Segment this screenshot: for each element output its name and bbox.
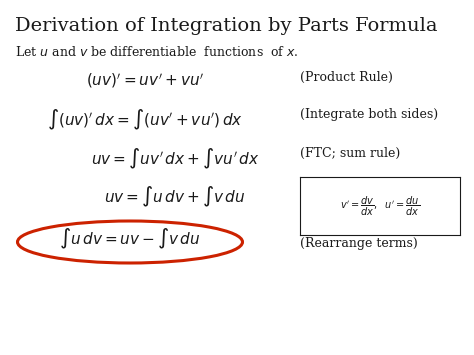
Text: Derivation of Integration by Parts Formula: Derivation of Integration by Parts Formu…: [15, 17, 438, 35]
Text: (Rearrange terms): (Rearrange terms): [300, 237, 418, 250]
Text: (Integrate both sides): (Integrate both sides): [300, 108, 438, 121]
Text: (FTC; sum rule): (FTC; sum rule): [300, 147, 400, 160]
Text: (Product Rule): (Product Rule): [300, 71, 393, 84]
Text: $\int u\,dv = uv - \int v\,du$: $\int u\,dv = uv - \int v\,du$: [59, 227, 201, 251]
Text: Let $u$ and $v$ be differentiable  functions  of $x$.: Let $u$ and $v$ be differentiable functi…: [15, 45, 299, 59]
Text: $uv = \int u\,dv + \int v\,du$: $uv = \int u\,dv + \int v\,du$: [104, 185, 246, 209]
Text: $uv = \int uv'\,dx + \int vu'\,dx$: $uv = \int uv'\,dx + \int vu'\,dx$: [91, 147, 259, 171]
Text: $\int(uv)'\,dx = \int(uv' + vu')\,dx$: $\int(uv)'\,dx = \int(uv' + vu')\,dx$: [47, 108, 243, 132]
Text: $(uv)' = uv' + vu'$: $(uv)' = uv' + vu'$: [86, 71, 204, 89]
